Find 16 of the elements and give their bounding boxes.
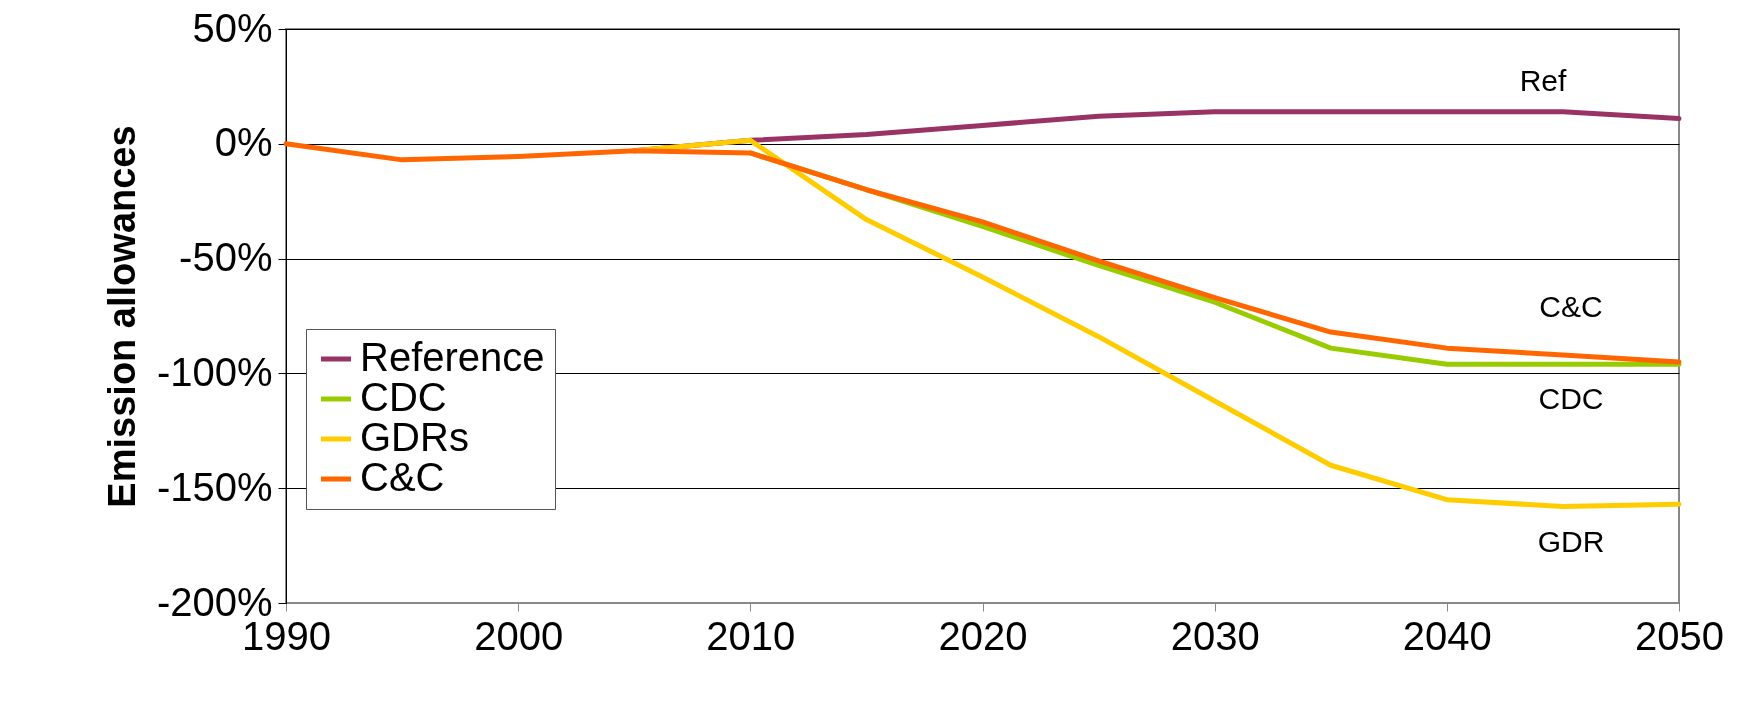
annotation: CDC [1538, 382, 1604, 415]
y-tick-label: 0% [214, 120, 273, 165]
y-axis-title: Emission allowances [100, 125, 143, 508]
x-tick-label: 2030 [1170, 613, 1260, 658]
annotation: GDR [1537, 525, 1605, 558]
x-tick-label: 2040 [1402, 613, 1492, 658]
y-tick-label: -50% [179, 235, 273, 280]
y-tick-label: -100% [156, 349, 273, 394]
annotation: Ref [1519, 64, 1568, 97]
y-tick-label: -150% [156, 464, 273, 509]
x-tick-label: 2020 [938, 613, 1028, 658]
y-tick-label: 50% [192, 5, 273, 50]
x-tick-label: 2050 [1635, 613, 1724, 658]
x-tick-label: 2000 [474, 613, 564, 658]
annotation: C&C [1539, 290, 1603, 323]
x-tick-label: 2010 [706, 613, 796, 658]
